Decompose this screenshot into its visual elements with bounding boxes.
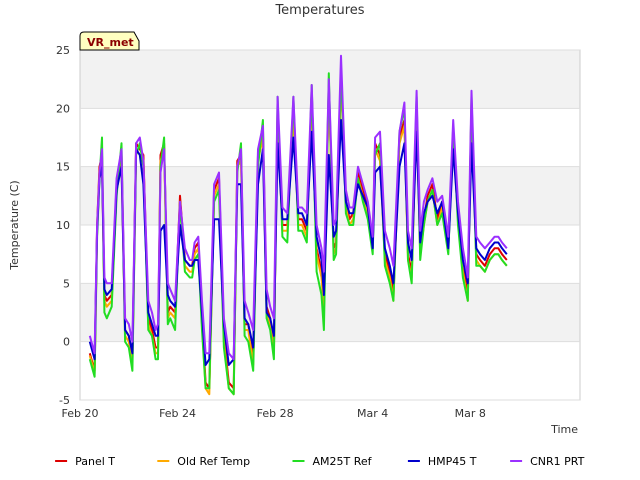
x-tick-label: Mar 8 [455,407,486,420]
legend-item-old-ref-temp: Old Ref Temp [157,455,250,468]
legend: Panel T Old Ref Temp AM25T Ref HMP45 T CNR1 … [55,455,585,468]
y-tick-labels: -5 0 5 10 15 20 25 [56,44,70,407]
legend-label: CNR1 PRT [530,455,585,468]
y-tick-label: 10 [56,219,70,232]
y-tick-label: 5 [63,277,70,290]
legend-label: Old Ref Temp [177,455,250,468]
x-tick-label: Mar 4 [357,407,388,420]
series-line-cnr1-prt [88,54,508,361]
y-tick-label: -5 [59,394,70,407]
y-tick-label: 15 [56,161,70,174]
legend-item-hmp45-t: HMP45 T [407,455,477,468]
legend-item-cnr1-prt: CNR1 PRT [510,455,585,468]
y-tick-label: 20 [56,102,70,115]
plot-band [80,341,580,400]
y-tick-label: 25 [56,44,70,57]
station-badge: VR_met [79,31,140,51]
plot-band [80,225,580,284]
x-tick-label: Feb 20 [62,407,99,420]
plot-band [80,283,580,342]
station-badge-label: VR_met [87,36,134,49]
legend-label: Panel T [75,455,115,468]
legend-item-panel-t: Panel T [55,455,115,468]
legend-item-am25t-ref: AM25T Ref [292,455,373,468]
series-line-am25t-ref [88,66,508,396]
legend-label: AM25T Ref [313,455,373,468]
y-axis-title: Temperature (C) [8,180,21,270]
chart-title: Temperatures [274,3,364,18]
x-axis-title: Time [550,423,578,436]
x-tick-label: Feb 24 [159,407,196,420]
x-tick-label: Feb 28 [257,407,294,420]
legend-label: HMP45 T [428,455,477,468]
series-lines [88,54,508,396]
x-tick-labels: Feb 20 Feb 24 Feb 28 Mar 4 Mar 8 [62,407,486,420]
y-tick-label: 0 [63,336,70,349]
station-badge-box [79,31,140,51]
series-line-hmp45-t [88,119,508,366]
